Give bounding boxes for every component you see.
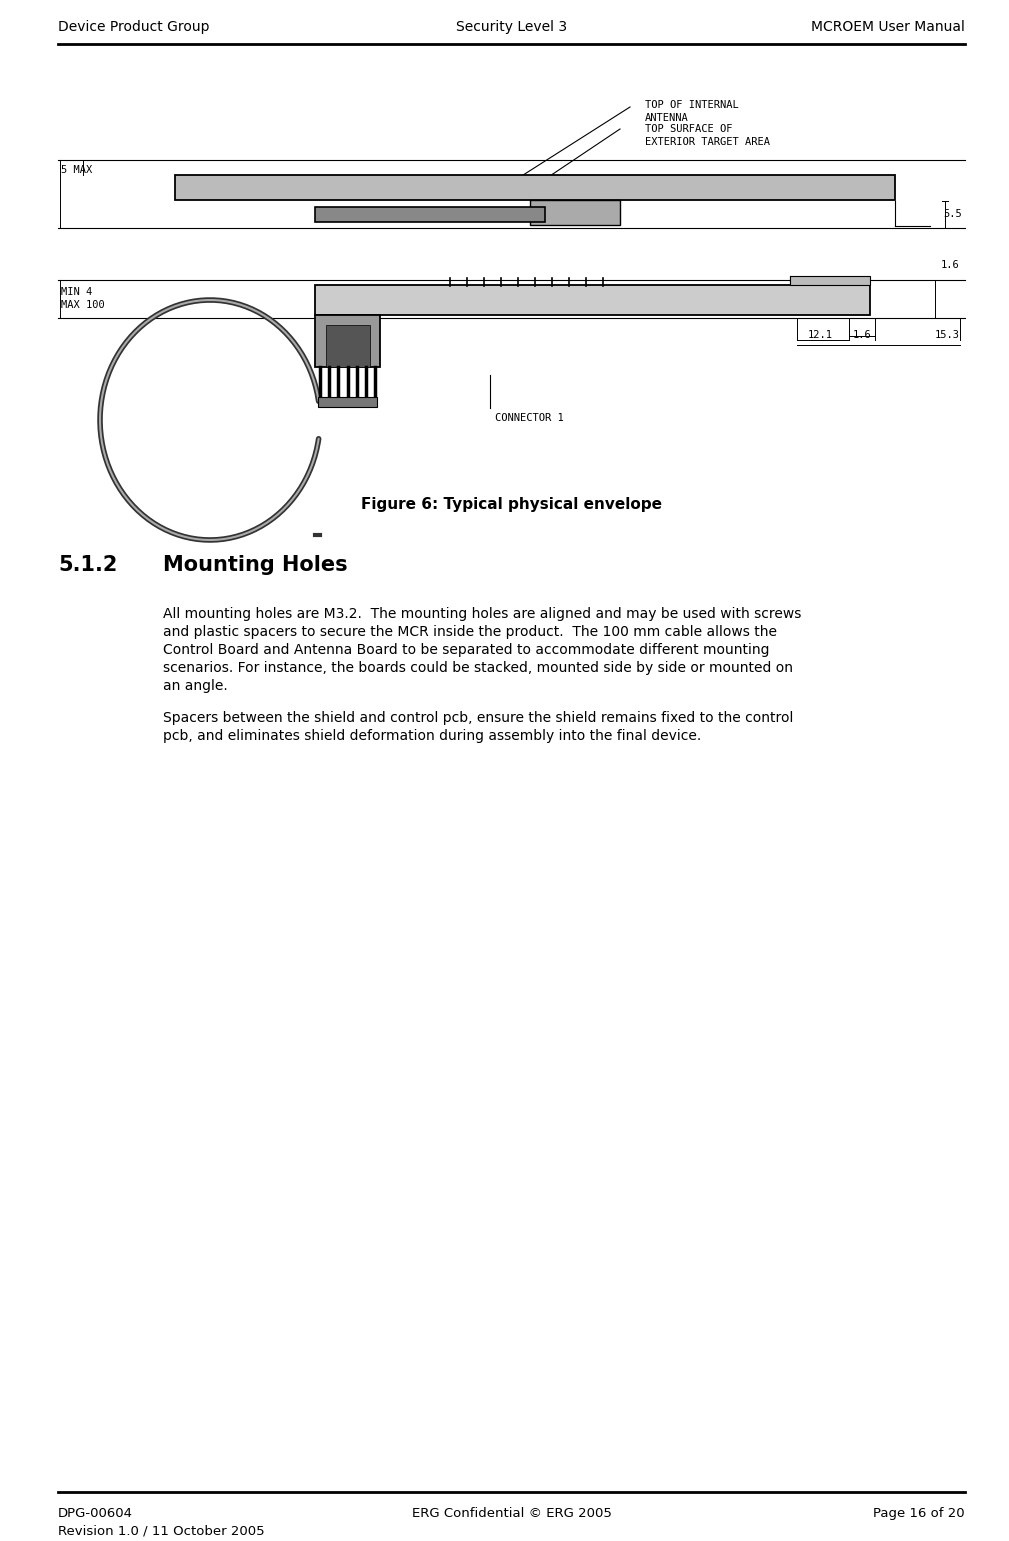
Text: CONNECTOR 1: CONNECTOR 1: [495, 413, 564, 422]
Text: Revision 1.0 / 11 October 2005: Revision 1.0 / 11 October 2005: [58, 1524, 264, 1536]
Text: DPG-00604: DPG-00604: [58, 1507, 133, 1519]
Text: MAX 100: MAX 100: [61, 300, 105, 310]
Text: MIN 4: MIN 4: [61, 287, 92, 297]
Bar: [530, 200, 620, 225]
Bar: [790, 276, 870, 285]
Text: 5.5: 5.5: [943, 210, 962, 219]
Text: Device Product Group: Device Product Group: [58, 20, 210, 34]
Text: pcb, and eliminates shield deformation during assembly into the final device.: pcb, and eliminates shield deformation d…: [163, 729, 701, 743]
Text: 1.6: 1.6: [940, 260, 960, 270]
Text: 12.1: 12.1: [807, 330, 832, 341]
Text: 15.3: 15.3: [935, 330, 960, 341]
Text: Security Level 3: Security Level 3: [456, 20, 567, 34]
Text: ERG Confidential © ERG 2005: ERG Confidential © ERG 2005: [412, 1507, 611, 1519]
Bar: [326, 325, 370, 367]
Text: All mounting holes are M3.2.  The mounting holes are aligned and may be used wit: All mounting holes are M3.2. The mountin…: [163, 607, 801, 621]
Text: Control Board and Antenna Board to be separated to accommodate different mountin: Control Board and Antenna Board to be se…: [163, 643, 770, 656]
Text: Spacers between the shield and control pcb, ensure the shield remains fixed to t: Spacers between the shield and control p…: [163, 710, 793, 724]
Text: Mounting Holes: Mounting Holes: [163, 555, 348, 575]
Text: Page 16 of 20: Page 16 of 20: [874, 1507, 965, 1519]
Text: 5.1.2: 5.1.2: [58, 555, 117, 575]
Bar: [175, 176, 895, 200]
Bar: [315, 206, 545, 222]
Text: scenarios. For instance, the boards could be stacked, mounted side by side or mo: scenarios. For instance, the boards coul…: [163, 661, 793, 675]
Bar: [315, 314, 380, 367]
Bar: [315, 285, 870, 314]
Text: 1.6: 1.6: [853, 330, 872, 341]
Text: 5 MAX: 5 MAX: [61, 165, 92, 176]
Text: TOP OF INTERNAL
ANTENNA: TOP OF INTERNAL ANTENNA: [645, 100, 739, 123]
Text: TOP SURFACE OF
EXTERIOR TARGET AREA: TOP SURFACE OF EXTERIOR TARGET AREA: [645, 123, 770, 148]
Text: and plastic spacers to secure the MCR inside the product.  The 100 mm cable allo: and plastic spacers to secure the MCR in…: [163, 626, 777, 640]
Text: an angle.: an angle.: [163, 680, 228, 693]
Bar: [318, 398, 377, 407]
Text: MCROEM User Manual: MCROEM User Manual: [811, 20, 965, 34]
Text: Figure 6: Typical physical envelope: Figure 6: Typical physical envelope: [361, 498, 662, 512]
